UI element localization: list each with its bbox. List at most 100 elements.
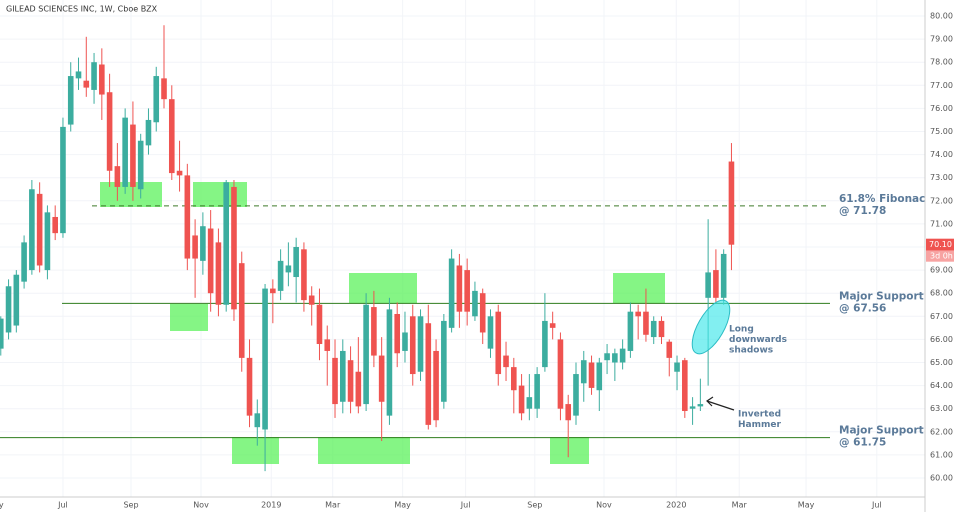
candle-body xyxy=(192,235,198,259)
candle-body xyxy=(511,367,517,391)
candle-body xyxy=(596,362,603,391)
x-tick-label: May xyxy=(798,501,815,510)
candle-body xyxy=(472,290,478,317)
candle-body xyxy=(75,71,82,79)
candle-body xyxy=(386,309,393,416)
y-tick-label: 72.00 xyxy=(930,196,953,205)
y-tick-label: 63.00 xyxy=(930,404,953,413)
candle-body xyxy=(200,226,206,261)
candle-body xyxy=(573,374,579,416)
candle-body xyxy=(658,320,665,338)
y-tick-label: 74.00 xyxy=(930,150,953,159)
arrow xyxy=(706,396,735,411)
candle-body xyxy=(682,360,688,412)
price-tag xyxy=(926,238,954,251)
candle-body xyxy=(495,311,502,375)
zone xyxy=(349,273,417,303)
candle-body xyxy=(207,228,214,294)
candle-body xyxy=(371,307,377,356)
candle-body xyxy=(262,288,268,430)
y-tick-label: 68.00 xyxy=(930,289,953,298)
candle-body xyxy=(487,316,494,349)
y-tick-label: 77.00 xyxy=(930,81,953,90)
candle-body xyxy=(441,320,447,402)
candle-body xyxy=(409,316,416,375)
candle-body xyxy=(347,360,354,402)
candle-body xyxy=(456,265,463,312)
annotation: shadows xyxy=(729,346,773,356)
candle-body xyxy=(588,362,595,388)
candle-body xyxy=(332,357,338,405)
x-tick-label: Nov xyxy=(596,501,612,510)
candle-body xyxy=(21,242,27,282)
y-tick-label: 60.00 xyxy=(930,474,953,483)
level-value-label: @ 67.56 xyxy=(839,302,886,314)
candle-body xyxy=(705,272,711,298)
candle-body xyxy=(619,348,626,363)
y-tick-label: 78.00 xyxy=(930,58,953,67)
candle-body xyxy=(223,182,229,305)
candle-body xyxy=(448,258,455,328)
zones xyxy=(100,182,665,464)
candle-body xyxy=(29,189,35,271)
grid xyxy=(0,0,925,497)
candle-body xyxy=(36,193,43,266)
candle-body xyxy=(277,260,284,291)
candle-body xyxy=(479,293,486,333)
candle-body xyxy=(549,323,556,328)
candle-body xyxy=(713,270,719,298)
candle-body xyxy=(728,161,735,245)
candle-body xyxy=(627,311,634,351)
level-value-label: @ 61.75 xyxy=(839,437,886,449)
candle-body xyxy=(254,413,261,428)
x-tick-label: 2019 xyxy=(261,501,281,510)
y-tick-label: 65.00 xyxy=(930,358,953,367)
y-tick-label: 62.00 xyxy=(930,427,953,436)
candle-body xyxy=(238,263,245,358)
candle-body xyxy=(270,288,276,294)
candle-body xyxy=(635,311,641,317)
candle-body xyxy=(720,253,727,298)
candle-body xyxy=(99,64,105,95)
axes: 60.00 61.00 62.00 63.00 64.00 65.00 66.00 67.00… xyxy=(0,12,954,510)
annotation: downwards xyxy=(729,335,787,345)
candle-body xyxy=(184,175,191,259)
candle-body xyxy=(106,92,113,171)
candle-body xyxy=(339,350,346,402)
candle-body xyxy=(674,362,680,372)
candle-body xyxy=(13,274,20,326)
candle-body xyxy=(464,270,470,312)
candle-body xyxy=(650,320,657,338)
y-tick-label: 61.00 xyxy=(930,450,953,459)
zone xyxy=(318,437,410,464)
candle-body xyxy=(425,323,432,425)
candle-body xyxy=(689,406,696,409)
candle-body xyxy=(5,286,12,333)
candle-body xyxy=(355,371,362,407)
candle-body xyxy=(394,313,401,354)
candle-body xyxy=(67,76,74,125)
candle-body xyxy=(378,355,385,402)
candle-body xyxy=(246,357,253,416)
candle-body xyxy=(130,124,136,187)
candle-body xyxy=(215,242,222,305)
x-tick-label: Sep xyxy=(527,501,542,510)
annotation: Hammer xyxy=(738,420,781,430)
countdown-box xyxy=(926,250,954,262)
candle-body xyxy=(643,311,649,335)
candle-body xyxy=(534,374,540,409)
candle-body xyxy=(153,76,160,123)
y-tick-label: 79.00 xyxy=(930,35,953,44)
candle-body xyxy=(308,295,315,305)
y-tick-label: 66.00 xyxy=(930,335,953,344)
candle-body xyxy=(293,247,299,278)
level-label: Major Support xyxy=(839,425,924,437)
candle-body xyxy=(417,316,424,372)
candle-body xyxy=(91,62,97,90)
candle-body xyxy=(402,332,408,351)
y-tick-label: 71.00 xyxy=(930,219,953,228)
x-tick-label: Jul xyxy=(57,501,68,510)
